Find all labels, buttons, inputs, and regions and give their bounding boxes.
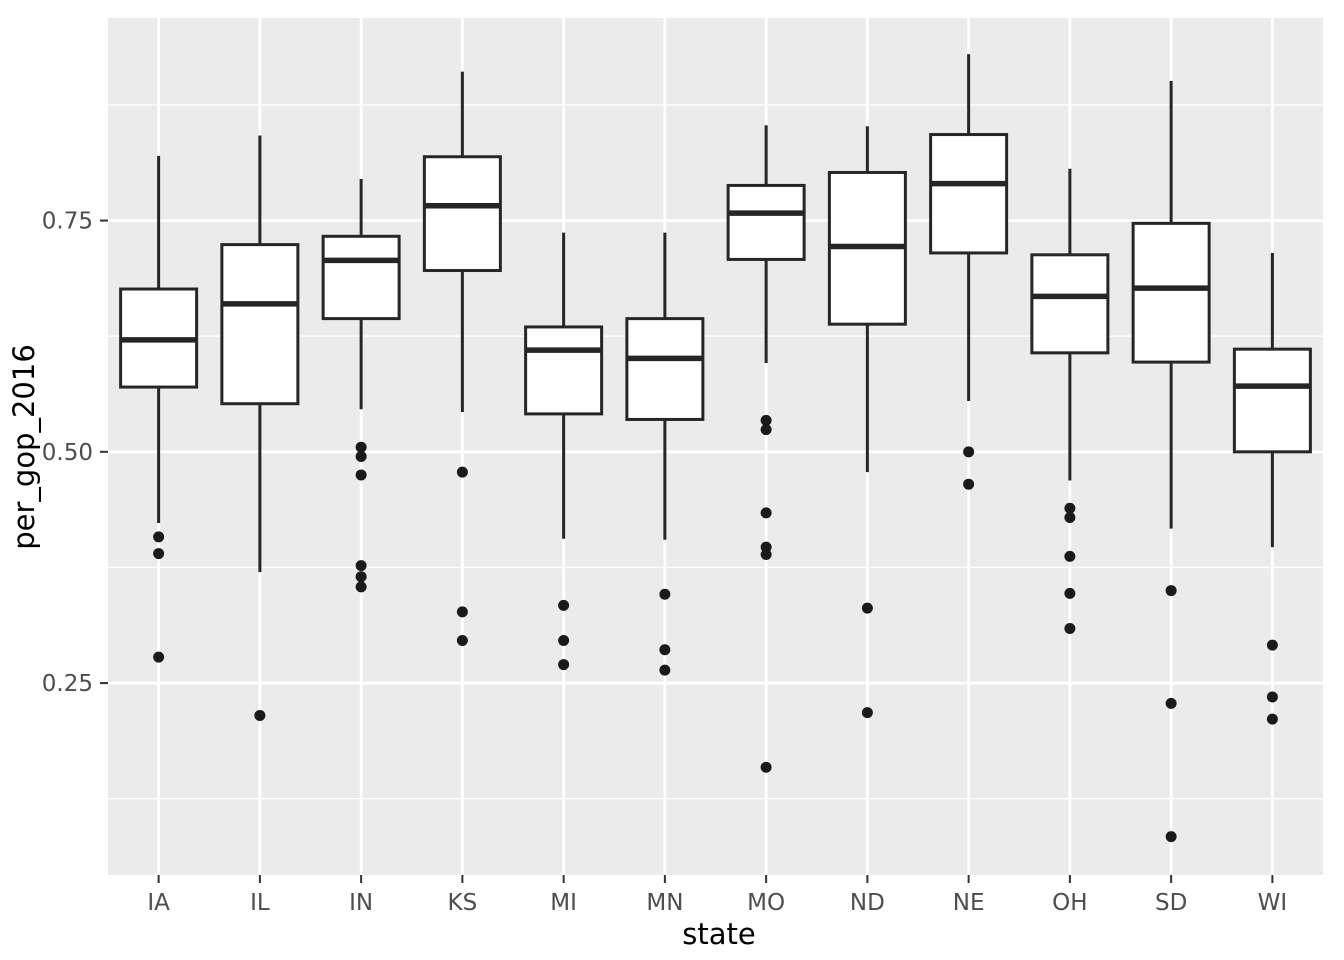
- axes: 0.25 0.50 0.75 IA IL IN KS MI MN MO ND NE OH SD WI: [42, 209, 1287, 916]
- boxplot-MN: [625, 232, 705, 676]
- boxplot-MO: [726, 125, 806, 773]
- outlier-IN-2: [355, 469, 367, 481]
- y-tick-label-0.5: 0.50: [42, 440, 93, 466]
- outlier-IL-0: [254, 709, 266, 721]
- iqr-box-IL: [220, 243, 300, 406]
- outlier-IN-1: [355, 450, 367, 462]
- boxplot-KS: [422, 71, 502, 647]
- outlier-MI-1: [558, 635, 570, 647]
- iqr-box-MI: [524, 325, 604, 416]
- outlier-MO-5: [760, 761, 772, 773]
- boxplot-IN: [321, 178, 401, 593]
- outlier-KS-1: [456, 606, 468, 618]
- x-tick-label-NE: NE: [953, 890, 985, 916]
- x-tick-label-WI: WI: [1258, 890, 1288, 916]
- panel-background: [108, 18, 1323, 875]
- outlier-KS-0: [456, 466, 468, 478]
- outlier-KS-2: [456, 635, 468, 647]
- iqr-box-MO: [726, 183, 806, 261]
- outlier-OH-1: [1064, 511, 1076, 523]
- outlier-IA-2: [153, 651, 165, 663]
- outlier-MO-0: [760, 414, 772, 426]
- outlier-IN-3: [355, 560, 367, 572]
- outlier-ND-1: [861, 707, 873, 719]
- iqr-box-NE: [929, 133, 1009, 255]
- x-tick-label-MN: MN: [646, 890, 683, 916]
- outlier-SD-1: [1165, 697, 1177, 709]
- iqr-box-WI: [1232, 347, 1312, 454]
- x-tick-label-KS: KS: [448, 890, 478, 916]
- outlier-IN-5: [355, 581, 367, 593]
- x-tick-label-IN: IN: [349, 890, 373, 916]
- y-axis-title: per_gop_2016: [7, 344, 41, 550]
- plot-panel: [108, 18, 1323, 875]
- outlier-IN-0: [355, 441, 367, 453]
- outlier-OH-4: [1064, 622, 1076, 634]
- outlier-IA-1: [153, 548, 165, 560]
- outlier-OH-3: [1064, 587, 1076, 599]
- outlier-NE-0: [963, 446, 975, 458]
- outlier-MO-1: [760, 424, 772, 436]
- boxplot-SD: [1131, 80, 1211, 843]
- x-tick-label-IL: IL: [250, 890, 270, 916]
- x-tick-label-IA: IA: [147, 890, 170, 916]
- x-tick-label-SD: SD: [1155, 890, 1187, 916]
- iqr-box-MN: [625, 317, 705, 421]
- outlier-SD-2: [1165, 831, 1177, 843]
- iqr-box-SD: [1131, 221, 1211, 364]
- outlier-NE-1: [963, 478, 975, 490]
- boxplots: [119, 54, 1312, 843]
- outlier-MN-1: [659, 644, 671, 656]
- boxplot-WI: [1232, 252, 1312, 725]
- boxplot-IL: [220, 135, 300, 721]
- outlier-OH-2: [1064, 550, 1076, 562]
- x-axis-title: state: [682, 917, 755, 951]
- outlier-OH-0: [1064, 502, 1076, 514]
- outlier-MN-0: [659, 588, 671, 600]
- outlier-IA-0: [153, 531, 165, 543]
- outlier-WI-0: [1266, 639, 1278, 651]
- outlier-MI-0: [558, 599, 570, 611]
- y-tick-label-0.25: 0.25: [42, 671, 93, 697]
- outlier-WI-2: [1266, 713, 1278, 725]
- boxplot-IA: [119, 155, 199, 663]
- outlier-MI-2: [558, 659, 570, 671]
- outlier-MO-4: [760, 548, 772, 560]
- boxplot-NE: [929, 54, 1009, 490]
- iqr-box-IN: [321, 234, 401, 321]
- x-tick-label-ND: ND: [850, 890, 885, 916]
- y-tick-label-0.75: 0.75: [42, 209, 93, 235]
- outlier-WI-1: [1266, 691, 1278, 703]
- x-tick-label-MI: MI: [550, 890, 577, 916]
- boxplot-MI: [524, 232, 604, 671]
- boxplot-OH: [1030, 168, 1110, 634]
- x-tick-label-MO: MO: [747, 890, 785, 916]
- iqr-box-OH: [1030, 253, 1110, 355]
- x-tick-label-OH: OH: [1052, 890, 1087, 916]
- outlier-MO-2: [760, 507, 772, 519]
- outlier-MN-2: [659, 664, 671, 676]
- outlier-IN-4: [355, 571, 367, 583]
- iqr-box-KS: [422, 155, 502, 273]
- outlier-SD-0: [1165, 585, 1177, 597]
- boxplot-ND: [827, 126, 907, 719]
- outlier-ND-0: [861, 602, 873, 614]
